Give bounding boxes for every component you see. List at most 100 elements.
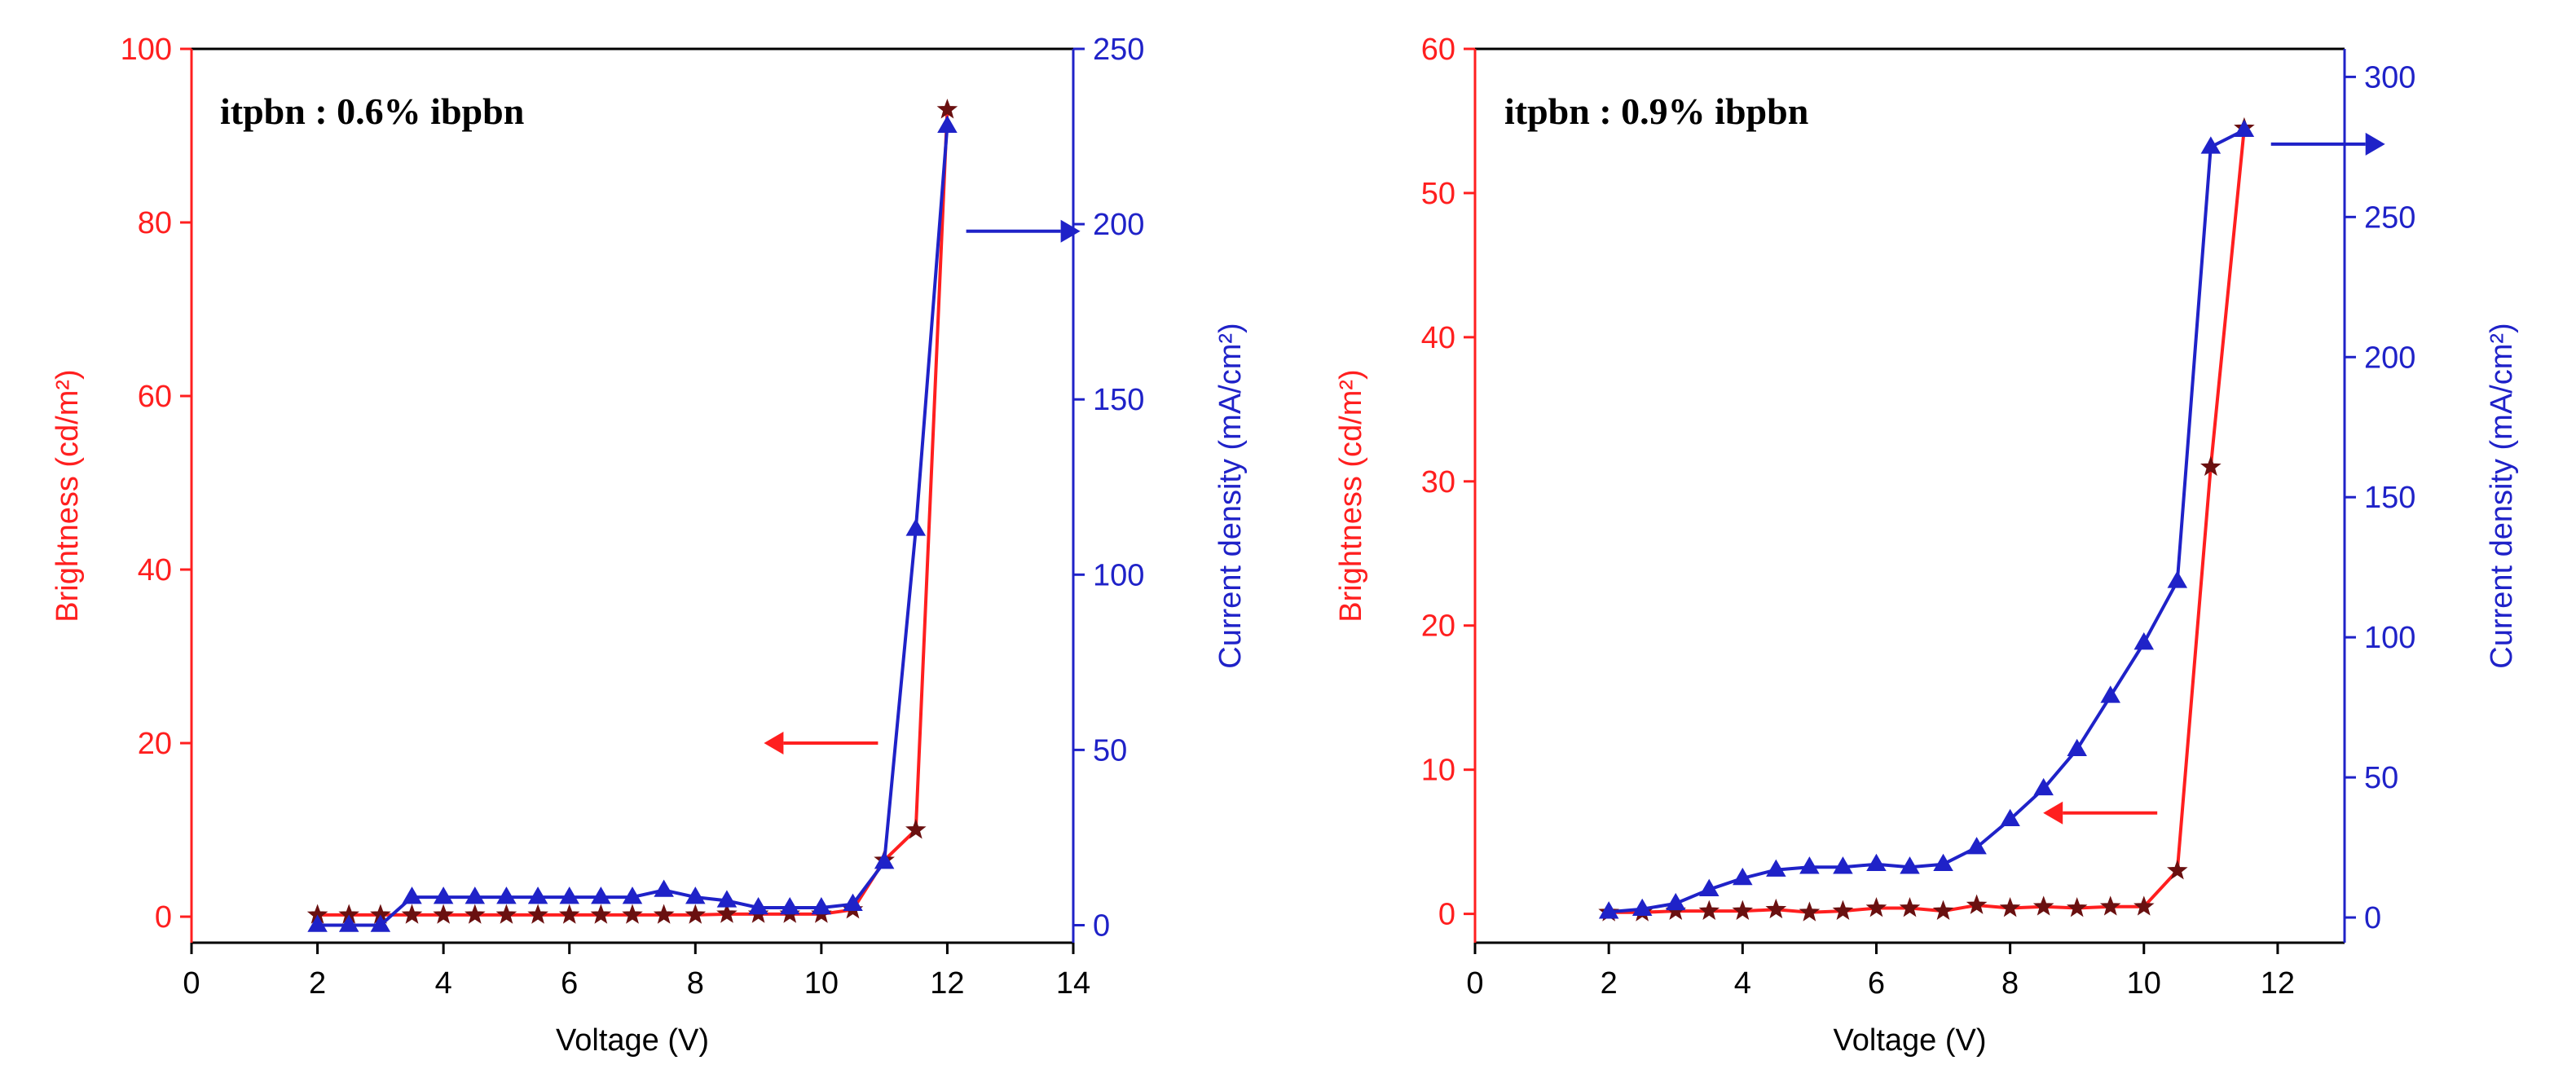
brightness-point	[2200, 455, 2222, 476]
brightness-point	[653, 904, 675, 924]
brightness-point	[1732, 900, 1754, 920]
left-pointing-arrow-head	[764, 732, 784, 755]
x-tick-label: 6	[561, 966, 578, 1001]
brightness-point	[1999, 897, 2021, 917]
brightness-point	[558, 904, 580, 924]
brightness-point	[2099, 895, 2121, 916]
brightness-point	[716, 903, 738, 923]
right-y-axis-title: Current density (mA/cm²)	[1213, 323, 1248, 668]
current-density-point	[370, 914, 391, 932]
chart-panel-right: 0 2 4 6 8 10 12 0 10 20 30 40 50 60 0 50 100 150 200 250 300…	[1288, 0, 2576, 1091]
chart-panel-left: 0 2 4 6 8 10 12 14 0 20 40 60 80 100 0 50 100 150 200 250 Vo…	[51, 33, 1248, 1058]
current-density-point	[716, 890, 738, 908]
current-density-point	[2000, 808, 2020, 826]
brightness-point	[590, 904, 612, 924]
right-y-tick-label: 50	[2364, 761, 2398, 795]
right-y-tick-label: 100	[2364, 621, 2415, 655]
current-density-point	[1598, 901, 1619, 919]
right-y-tick-label: 100	[1093, 558, 1144, 592]
current-density-point	[496, 886, 517, 904]
brightness-point	[685, 904, 707, 924]
x-tick-label: 4	[1734, 966, 1751, 1001]
right-y-axis-title: Current density (mA/cm²)	[2485, 323, 2519, 668]
left-y-tick-label: 50	[1421, 177, 1455, 211]
current-density-point	[1733, 867, 1753, 886]
brightness-point	[1799, 901, 1821, 922]
left-y-axis-title: Brightness (cd/m²)	[1334, 369, 1368, 622]
x-tick-label: 0	[1466, 966, 1483, 1001]
x-axis-title: Voltage (V)	[556, 1023, 709, 1058]
current-density-point	[685, 886, 706, 904]
brightness-point	[2133, 895, 2155, 916]
current-density-point	[2067, 738, 2087, 757]
current-density-point	[559, 886, 579, 904]
brightness-point	[2032, 895, 2054, 916]
brightness-series-line	[317, 109, 949, 917]
x-tick-label: 2	[1601, 966, 1618, 1001]
current-density-point	[779, 896, 800, 915]
left-y-tick-label: 0	[155, 900, 172, 935]
current-density-point	[402, 886, 422, 904]
x-tick-label: 6	[1868, 966, 1885, 1001]
current-density-point	[2100, 685, 2120, 703]
current-density-point	[2234, 119, 2255, 138]
left-pointing-arrow-head	[2043, 801, 2063, 825]
right-y-tick-label: 250	[2364, 200, 2415, 235]
current-density-point	[338, 914, 359, 932]
brightness-point	[495, 904, 517, 924]
right-y-tick-label: 200	[2364, 341, 2415, 375]
brightness-point	[527, 904, 548, 924]
x-tick-label: 12	[930, 966, 964, 1001]
current-density-point	[2167, 570, 2188, 588]
left-y-tick-label: 60	[1421, 33, 1455, 67]
brightness-point	[465, 904, 486, 924]
current-density-point	[874, 851, 895, 869]
current-density-point	[1833, 856, 1853, 874]
right-y-tick-label: 250	[1093, 33, 1144, 67]
current-density-series-line	[1609, 128, 2245, 914]
brightness-point	[1698, 900, 1720, 920]
left-y-axis-title: Brightness (cd/m²)	[51, 369, 85, 622]
current-density-point	[307, 914, 328, 932]
current-density-point	[1699, 878, 1720, 896]
x-tick-label: 8	[687, 966, 704, 1001]
x-tick-label: 10	[804, 966, 839, 1001]
right-y-tick-label: 300	[2364, 60, 2415, 95]
left-y-tick-label: 20	[1421, 609, 1455, 644]
x-tick-label: 2	[309, 966, 326, 1001]
composition-annotation: itpbn : 0.9% ibpbn	[1504, 90, 1808, 132]
left-y-tick-label: 40	[138, 553, 172, 587]
left-y-tick-label: 20	[138, 727, 172, 761]
current-density-point	[654, 879, 674, 897]
current-density-point	[1665, 892, 1686, 911]
brightness-point	[2167, 860, 2188, 880]
brightness-point	[1865, 897, 1887, 917]
current-density-point	[1631, 898, 1653, 917]
composition-annotation: itpbn : 0.6% ibpbn	[220, 90, 524, 132]
current-density-point	[811, 896, 832, 915]
current-density-point	[2133, 632, 2155, 650]
brightness-point	[2066, 897, 2088, 917]
x-tick-label: 14	[1056, 966, 1090, 1001]
chart-right-svg: 0 2 4 6 8 10 12 0 10 20 30 40 50 60 0 50 100 150 200 250 300…	[1334, 33, 2519, 1058]
x-tick-label: 8	[2001, 966, 2019, 1001]
brightness-point	[433, 904, 454, 924]
brightness-point	[1765, 898, 1787, 919]
right-pointing-arrow-head	[2365, 132, 2385, 156]
brightness-point	[1899, 897, 1921, 917]
left-y-tick-label: 30	[1421, 465, 1455, 499]
left-y-tick-label: 100	[121, 33, 172, 67]
x-tick-label: 10	[2127, 966, 2161, 1001]
right-pointing-arrow-head	[1060, 219, 1081, 243]
brightness-point	[1966, 894, 1988, 914]
current-density-point	[2033, 777, 2054, 796]
right-y-tick-label: 200	[1093, 208, 1144, 242]
x-tick-label: 0	[183, 966, 200, 1001]
left-y-tick-label: 0	[1438, 898, 1455, 932]
current-density-point	[748, 896, 768, 915]
brightness-point	[905, 819, 927, 839]
current-density-point	[591, 886, 611, 904]
brightness-point	[401, 904, 423, 924]
left-y-tick-label: 10	[1421, 754, 1455, 788]
